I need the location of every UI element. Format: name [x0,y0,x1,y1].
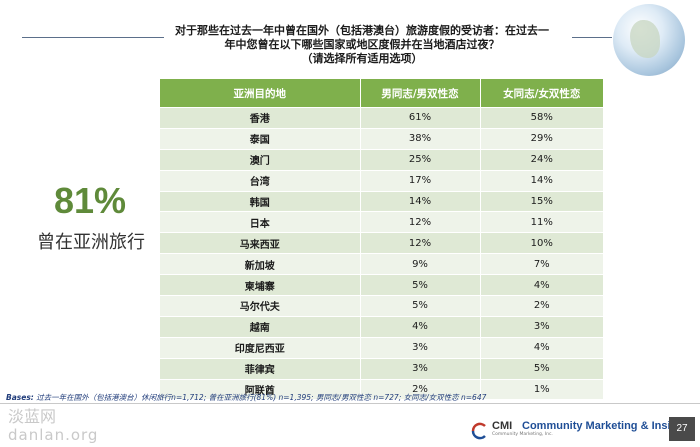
female-cell: 2% [480,295,603,317]
table-row: 柬埔寨 5% 4% [160,274,603,296]
destination-cell: 韩国 [160,190,361,212]
destination-cell: 日本 [160,211,361,233]
female-cell: 14% [480,169,603,192]
destination-cell: 越南 [160,315,361,338]
table-row: 新加坡 9% 7% [160,253,603,275]
destination-cell: 阿联酋 [160,378,361,400]
destination-cell: 马来西亚 [160,232,361,254]
female-cell: 7% [480,253,603,275]
footer-divider [0,403,700,404]
header-male: 男同志/男双性恋 [360,79,481,108]
female-cell: 15% [480,190,603,212]
table-row: 台湾 17% 14% [160,169,603,192]
female-cell: 10% [480,232,603,254]
globe-land-shape [630,20,660,58]
table-row: 日本 12% 11% [160,211,603,233]
destination-cell: 马尔代夫 [160,295,361,317]
table-row: 印度尼西亚 3% 4% [160,336,603,359]
male-cell: 3% [360,336,481,359]
destination-cell: 澳门 [160,148,361,171]
female-cell: 24% [480,148,603,171]
title-rule-left [22,37,164,38]
question-line-1: 对于那些在过去一年中曾在国外（包括港澳台）旅游度假的受访者：在过去一 [175,24,549,37]
male-cell: 12% [360,232,481,254]
male-cell: 17% [360,169,481,192]
watermark: 淡蓝网 danlan.org [8,407,118,445]
destination-cell: 印度尼西亚 [160,336,361,359]
header-destination: 亚洲目的地 [160,79,361,108]
female-cell: 4% [480,336,603,359]
destination-cell: 泰国 [160,127,361,150]
table-header-row: 亚洲目的地 男同志/男双性恋 女同志/女双性恋 [160,79,603,108]
destination-cell: 菲律宾 [160,357,361,380]
table-row: 马来西亚 12% 10% [160,232,603,254]
watermark-line-1: 淡蓝网 [8,407,57,426]
bases-footnote: Bases: 过去一年在国外（包括港澳台）休闲旅行n=1,712; 曾在亚洲旅行… [6,392,646,403]
male-cell: 3% [360,357,481,380]
watermark-line-2: danlan.org [8,426,99,444]
female-cell: 11% [480,211,603,233]
table-row: 韩国 14% 15% [160,190,603,212]
male-cell: 2% [360,378,481,400]
destination-cell: 新加坡 [160,253,361,275]
page-number: 27 [669,417,695,441]
male-cell: 14% [360,190,481,212]
table-row: 越南 4% 3% [160,315,603,338]
male-cell: 38% [360,127,481,150]
bases-prefix: Bases: [6,393,34,402]
male-cell: 5% [360,274,481,296]
male-cell: 12% [360,211,481,233]
male-cell: 5% [360,295,481,317]
asia-travel-percent: 81% [53,180,127,221]
table-row: 泰国 38% 29% [160,127,603,150]
table-row: 菲律宾 3% 5% [160,357,603,380]
logo-company-name: Community Marketing & Insights [522,420,694,432]
cmi-logo: CMI Community Marketing & Insights Commu… [470,420,694,442]
female-cell: 58% [480,107,603,129]
table-row: 香港 61% 58% [160,107,603,129]
male-cell: 9% [360,253,481,275]
destination-cell: 台湾 [160,169,361,192]
question-line-2: 年中您曾在以下哪些国家或地区度假并在当地酒店过夜？ [224,38,500,51]
male-cell: 61% [360,107,481,129]
female-cell: 3% [480,315,603,338]
asia-travel-label: 曾在亚洲旅行 [37,232,145,253]
logo-cmi-text: CMI [492,420,513,432]
survey-question: 对于那些在过去一年中曾在国外（包括港澳台）旅游度假的受访者：在过去一 年中您曾在… [152,24,572,66]
female-cell: 4% [480,274,603,296]
table-row: 澳门 25% 24% [160,148,603,171]
question-line-3: （请选择所有适用选项） [301,52,423,65]
female-cell: 1% [480,378,603,400]
female-cell: 29% [480,127,603,150]
cmi-logo-icon [471,422,486,440]
destination-cell: 柬埔寨 [160,274,361,296]
destination-table: 亚洲目的地 男同志/男双性恋 女同志/女双性恋 香港 61% 58% 泰国 38% 29… [160,79,603,400]
logo-subtitle: Community Marketing, Inc. [492,432,553,437]
male-cell: 25% [360,148,481,171]
destination-cell: 香港 [160,107,361,129]
header-female: 女同志/女双性恋 [480,79,603,108]
table-row: 马尔代夫 5% 2% [160,295,603,317]
title-rule-right [572,37,612,38]
bases-text: 过去一年在国外（包括港澳台）休闲旅行n=1,712; 曾在亚洲旅行(81%) n… [36,393,487,402]
table-row: 阿联酋 2% 1% [160,378,603,400]
female-cell: 5% [480,357,603,380]
male-cell: 4% [360,315,481,338]
